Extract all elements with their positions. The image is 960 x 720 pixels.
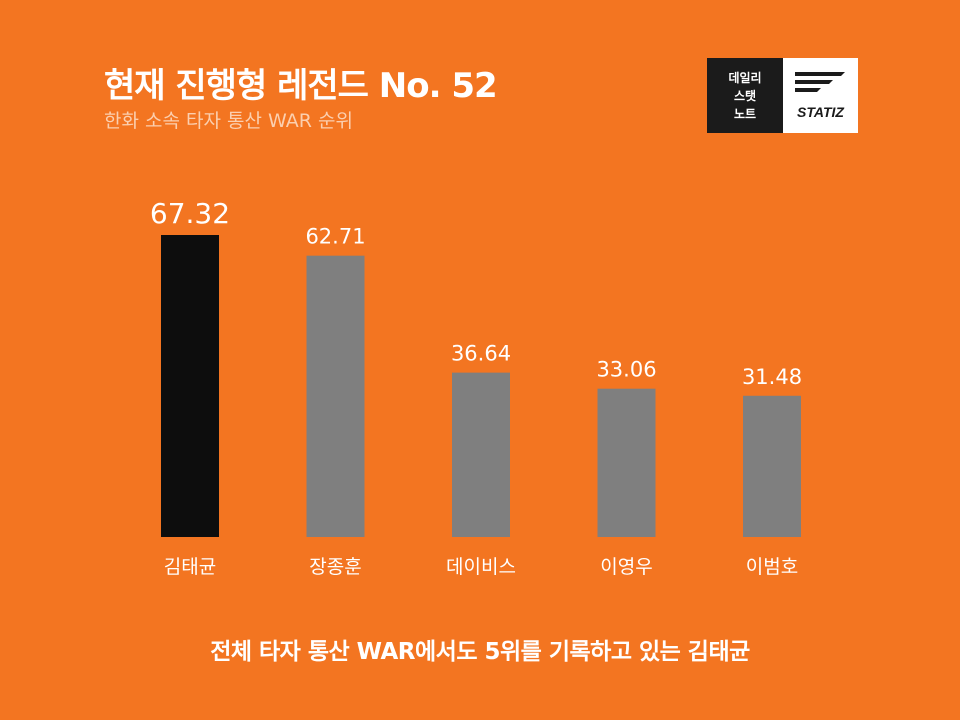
bar	[452, 372, 510, 537]
logo-line: 스탯	[733, 88, 757, 103]
category-label: 김태균	[164, 556, 216, 578]
bar-value-label: 36.64	[451, 342, 511, 366]
bar-value-label: 62.71	[305, 225, 365, 249]
category-label: 데이비스	[446, 556, 516, 578]
bar	[597, 388, 656, 537]
bar-value-label: 33.06	[596, 358, 656, 382]
bar	[306, 255, 365, 537]
bar-chart: 67.32 김태균 62.71 장종훈 36.64 데이비스 33.06 이영우 31.48 이범…	[150, 197, 802, 578]
chart-title: 현재 진행형 레전드 No. 52	[104, 66, 498, 106]
logo-statiz-panel: STATIZ	[783, 58, 858, 133]
bar-value-label: 31.48	[742, 365, 802, 389]
category-label: 이범호	[746, 556, 798, 578]
footer-caption: 전체 타자 통산 WAR에서도 5위를 기록하고 있는 김태균	[210, 639, 750, 665]
logo-line: 노트	[733, 106, 757, 121]
statiz-stripes-icon	[795, 72, 845, 92]
bar	[161, 235, 219, 537]
logo-line: 데일리	[728, 70, 762, 85]
bar	[743, 395, 801, 537]
chart-subtitle: 한화 소속 타자 통산 WAR 순위	[104, 110, 353, 132]
logo-daily-stat-note: 데일리 스탯 노트	[707, 58, 783, 133]
logo-brand-text: STATIZ	[797, 104, 844, 120]
statiz-logo: 데일리 스탯 노트 STATIZ	[707, 58, 858, 133]
bar-value-label: 67.32	[150, 197, 230, 230]
category-label: 이영우	[600, 556, 652, 578]
category-label: 장종훈	[309, 556, 361, 578]
